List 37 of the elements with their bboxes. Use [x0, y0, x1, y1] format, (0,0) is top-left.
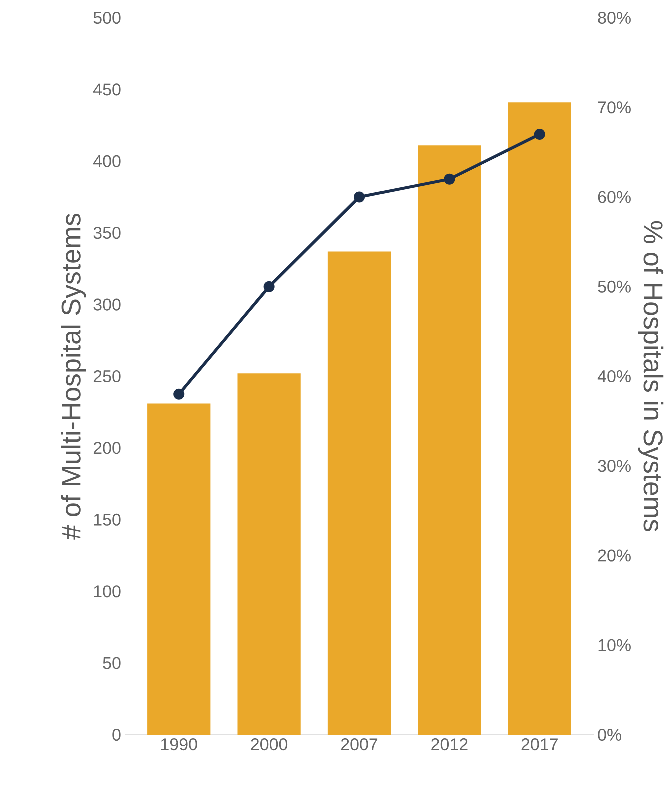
y-tick-label: 300 [94, 298, 121, 311]
bar [418, 146, 482, 735]
y2-tick-label: 50% [598, 280, 631, 293]
y2-tick-label: 40% [598, 370, 631, 383]
y2-axis-title: % of Hospitals in Systems [638, 221, 664, 532]
y2-tick-label: 0% [598, 728, 622, 742]
y2-tick-label: 70% [598, 102, 631, 114]
y2-tick-label: 10% [598, 639, 631, 652]
x-tick-label: 1990 [162, 738, 198, 751]
y-tick-label: 400 [93, 155, 121, 168]
x-tick-label: 2000 [251, 738, 288, 751]
y-tick-label: 50 [103, 657, 121, 670]
point [354, 192, 366, 203]
y-tick-label: 0 [112, 728, 121, 742]
y2-tick-label: 80% [598, 12, 631, 24]
y-tick-label: 150 [94, 514, 121, 526]
bar [508, 102, 572, 735]
x-tick-label: 2012 [432, 738, 468, 751]
point [534, 129, 546, 140]
bar [328, 252, 392, 735]
point [264, 281, 275, 292]
bar [238, 374, 301, 735]
y-tick-label: 250 [94, 370, 121, 383]
bar [148, 404, 211, 735]
y2-tick-label: 20% [598, 550, 631, 562]
point [174, 388, 185, 400]
y-tick-label: 350 [94, 227, 121, 240]
x-tick-label: 2017 [522, 738, 558, 751]
y2-tick-label: 60% [598, 191, 631, 204]
y-axis-title: # of Multi-Hospital Systems [61, 214, 86, 540]
point [444, 174, 456, 185]
y2-tick-label: 30% [598, 460, 631, 472]
y-tick-label: 450 [93, 84, 121, 96]
y-tick-label: 200 [94, 442, 121, 454]
y-tick-label: 500 [94, 12, 121, 24]
y-tick-label: 100 [94, 586, 121, 598]
x-tick-label: 2007 [341, 738, 378, 751]
